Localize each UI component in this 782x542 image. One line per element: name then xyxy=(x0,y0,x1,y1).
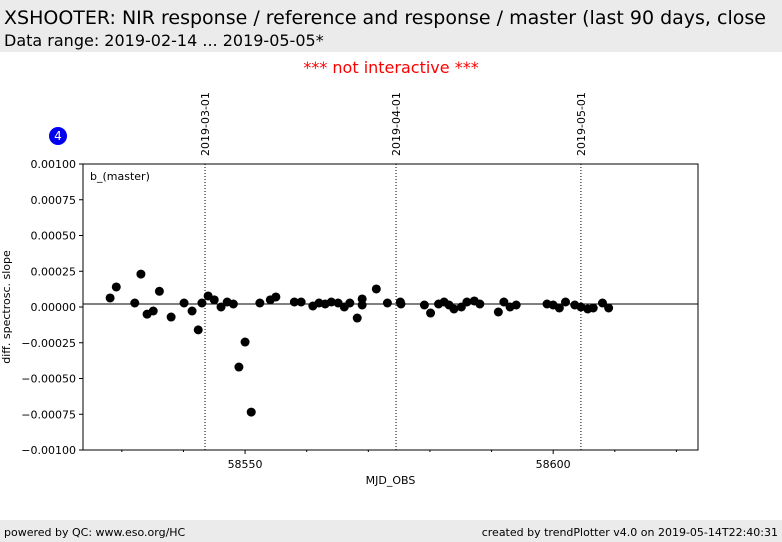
notice: *** not interactive *** xyxy=(303,58,478,77)
point xyxy=(193,325,203,335)
y-tick-label: −0.00050 xyxy=(21,373,76,386)
point xyxy=(371,284,381,294)
footer-right: created by trendPlotter v4.0 on 2019-05-… xyxy=(482,526,778,539)
y-tick-label: −0.00075 xyxy=(21,408,76,421)
point xyxy=(187,306,197,316)
point xyxy=(111,282,121,292)
y-tick-label: −0.00100 xyxy=(21,444,76,457)
point xyxy=(148,306,158,316)
x-tick-label: 58600 xyxy=(536,458,571,471)
annotation: b_(master) xyxy=(90,170,150,183)
point xyxy=(561,297,571,307)
y-tick-label: 0.00025 xyxy=(31,265,77,278)
point xyxy=(326,297,336,307)
point xyxy=(493,307,503,317)
y-tick-label: 0.00050 xyxy=(31,230,77,243)
y-tick-label: −0.00025 xyxy=(21,337,76,350)
point xyxy=(228,299,238,309)
date-marker-label: 2019-04-01 xyxy=(390,92,403,156)
point xyxy=(604,303,614,313)
badge-circle xyxy=(49,127,67,145)
point xyxy=(426,308,436,318)
point xyxy=(462,297,472,307)
point xyxy=(255,298,265,308)
footer-left: powered by QC: www.eso.org/HC xyxy=(4,526,186,539)
point xyxy=(105,293,115,303)
point xyxy=(449,304,459,314)
point xyxy=(511,300,521,310)
point xyxy=(382,298,392,308)
y-tick-label: 0.00000 xyxy=(31,301,77,314)
point xyxy=(554,303,564,313)
point xyxy=(419,300,429,310)
y-tick-label: 0.00075 xyxy=(31,194,77,207)
date-marker-label: 2019-05-01 xyxy=(575,92,588,156)
point xyxy=(296,297,306,307)
point xyxy=(179,298,189,308)
date-marker-label: 2019-03-01 xyxy=(199,92,212,156)
page-subtitle: Data range: 2019-02-14 ... 2019-05-05* xyxy=(4,31,324,50)
point xyxy=(154,286,164,296)
point xyxy=(271,292,281,302)
point xyxy=(588,303,598,313)
point xyxy=(289,297,299,307)
footer-band xyxy=(0,520,782,542)
y-tick-label: 0.00100 xyxy=(31,158,77,171)
point xyxy=(216,302,226,312)
point xyxy=(576,302,586,312)
point xyxy=(197,298,207,308)
point xyxy=(597,298,607,308)
y-axis-label: diff. spectrosc. slope xyxy=(0,250,13,364)
point xyxy=(357,300,367,310)
point xyxy=(130,298,140,308)
point xyxy=(352,313,362,323)
point xyxy=(246,407,256,417)
point xyxy=(345,298,355,308)
point xyxy=(475,299,485,309)
point xyxy=(240,337,250,347)
x-tick-label: 58550 xyxy=(228,458,263,471)
point xyxy=(136,269,146,279)
point xyxy=(166,312,176,322)
point xyxy=(234,362,244,372)
page-title: XSHOOTER: NIR response / reference and r… xyxy=(4,7,766,29)
point xyxy=(396,299,406,309)
point xyxy=(209,295,219,305)
header-band xyxy=(0,0,782,52)
point xyxy=(499,297,509,307)
badge: 4 xyxy=(54,129,62,143)
x-axis-label: MJD_OBS xyxy=(366,474,416,487)
